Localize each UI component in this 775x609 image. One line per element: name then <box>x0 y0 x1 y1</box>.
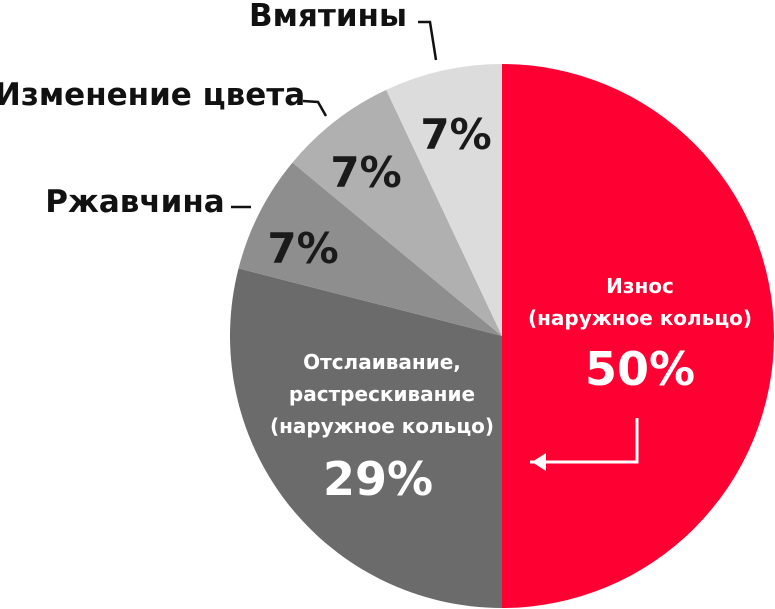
slice-1-percent: 29% <box>323 452 433 506</box>
pie-slice-1 <box>230 268 502 608</box>
pie-labels: Износ (наружное кольцо) 50% Отслаивание, рас… <box>0 0 752 506</box>
pie-slice-2 <box>238 162 503 336</box>
slice-1-label-line-1: растрескивание <box>289 382 475 406</box>
slice-3-label: Изменение цвета <box>0 77 305 113</box>
slice-4-percent: 7% <box>420 110 491 159</box>
slice-2-label: Ржавчина <box>45 184 224 220</box>
slice-2-percent: 7% <box>267 224 338 273</box>
slice-1-label-line-0: Отслаивание, <box>303 350 461 374</box>
slice-0-label-line-0: Износ <box>606 274 674 298</box>
arrow-head-icon <box>532 453 546 471</box>
pie-slices <box>230 64 774 608</box>
slice-3-percent: 7% <box>330 148 401 197</box>
slice-1-label-line-2: (наружное кольцо) <box>270 414 494 438</box>
slice-4-leader-line <box>418 20 438 61</box>
slice-0-label-line-1: (наружное кольцо) <box>528 306 752 330</box>
arrow-line <box>530 418 639 464</box>
slice-0-percent: 50% <box>585 342 695 396</box>
annotation-arrow <box>530 418 639 471</box>
pie-slice-3 <box>292 89 502 336</box>
pie-slice-0 <box>502 64 774 608</box>
slice-3-leader-line <box>302 99 328 117</box>
pie-slice-4 <box>386 64 502 336</box>
slice-4-label: Вмятины <box>249 0 407 34</box>
